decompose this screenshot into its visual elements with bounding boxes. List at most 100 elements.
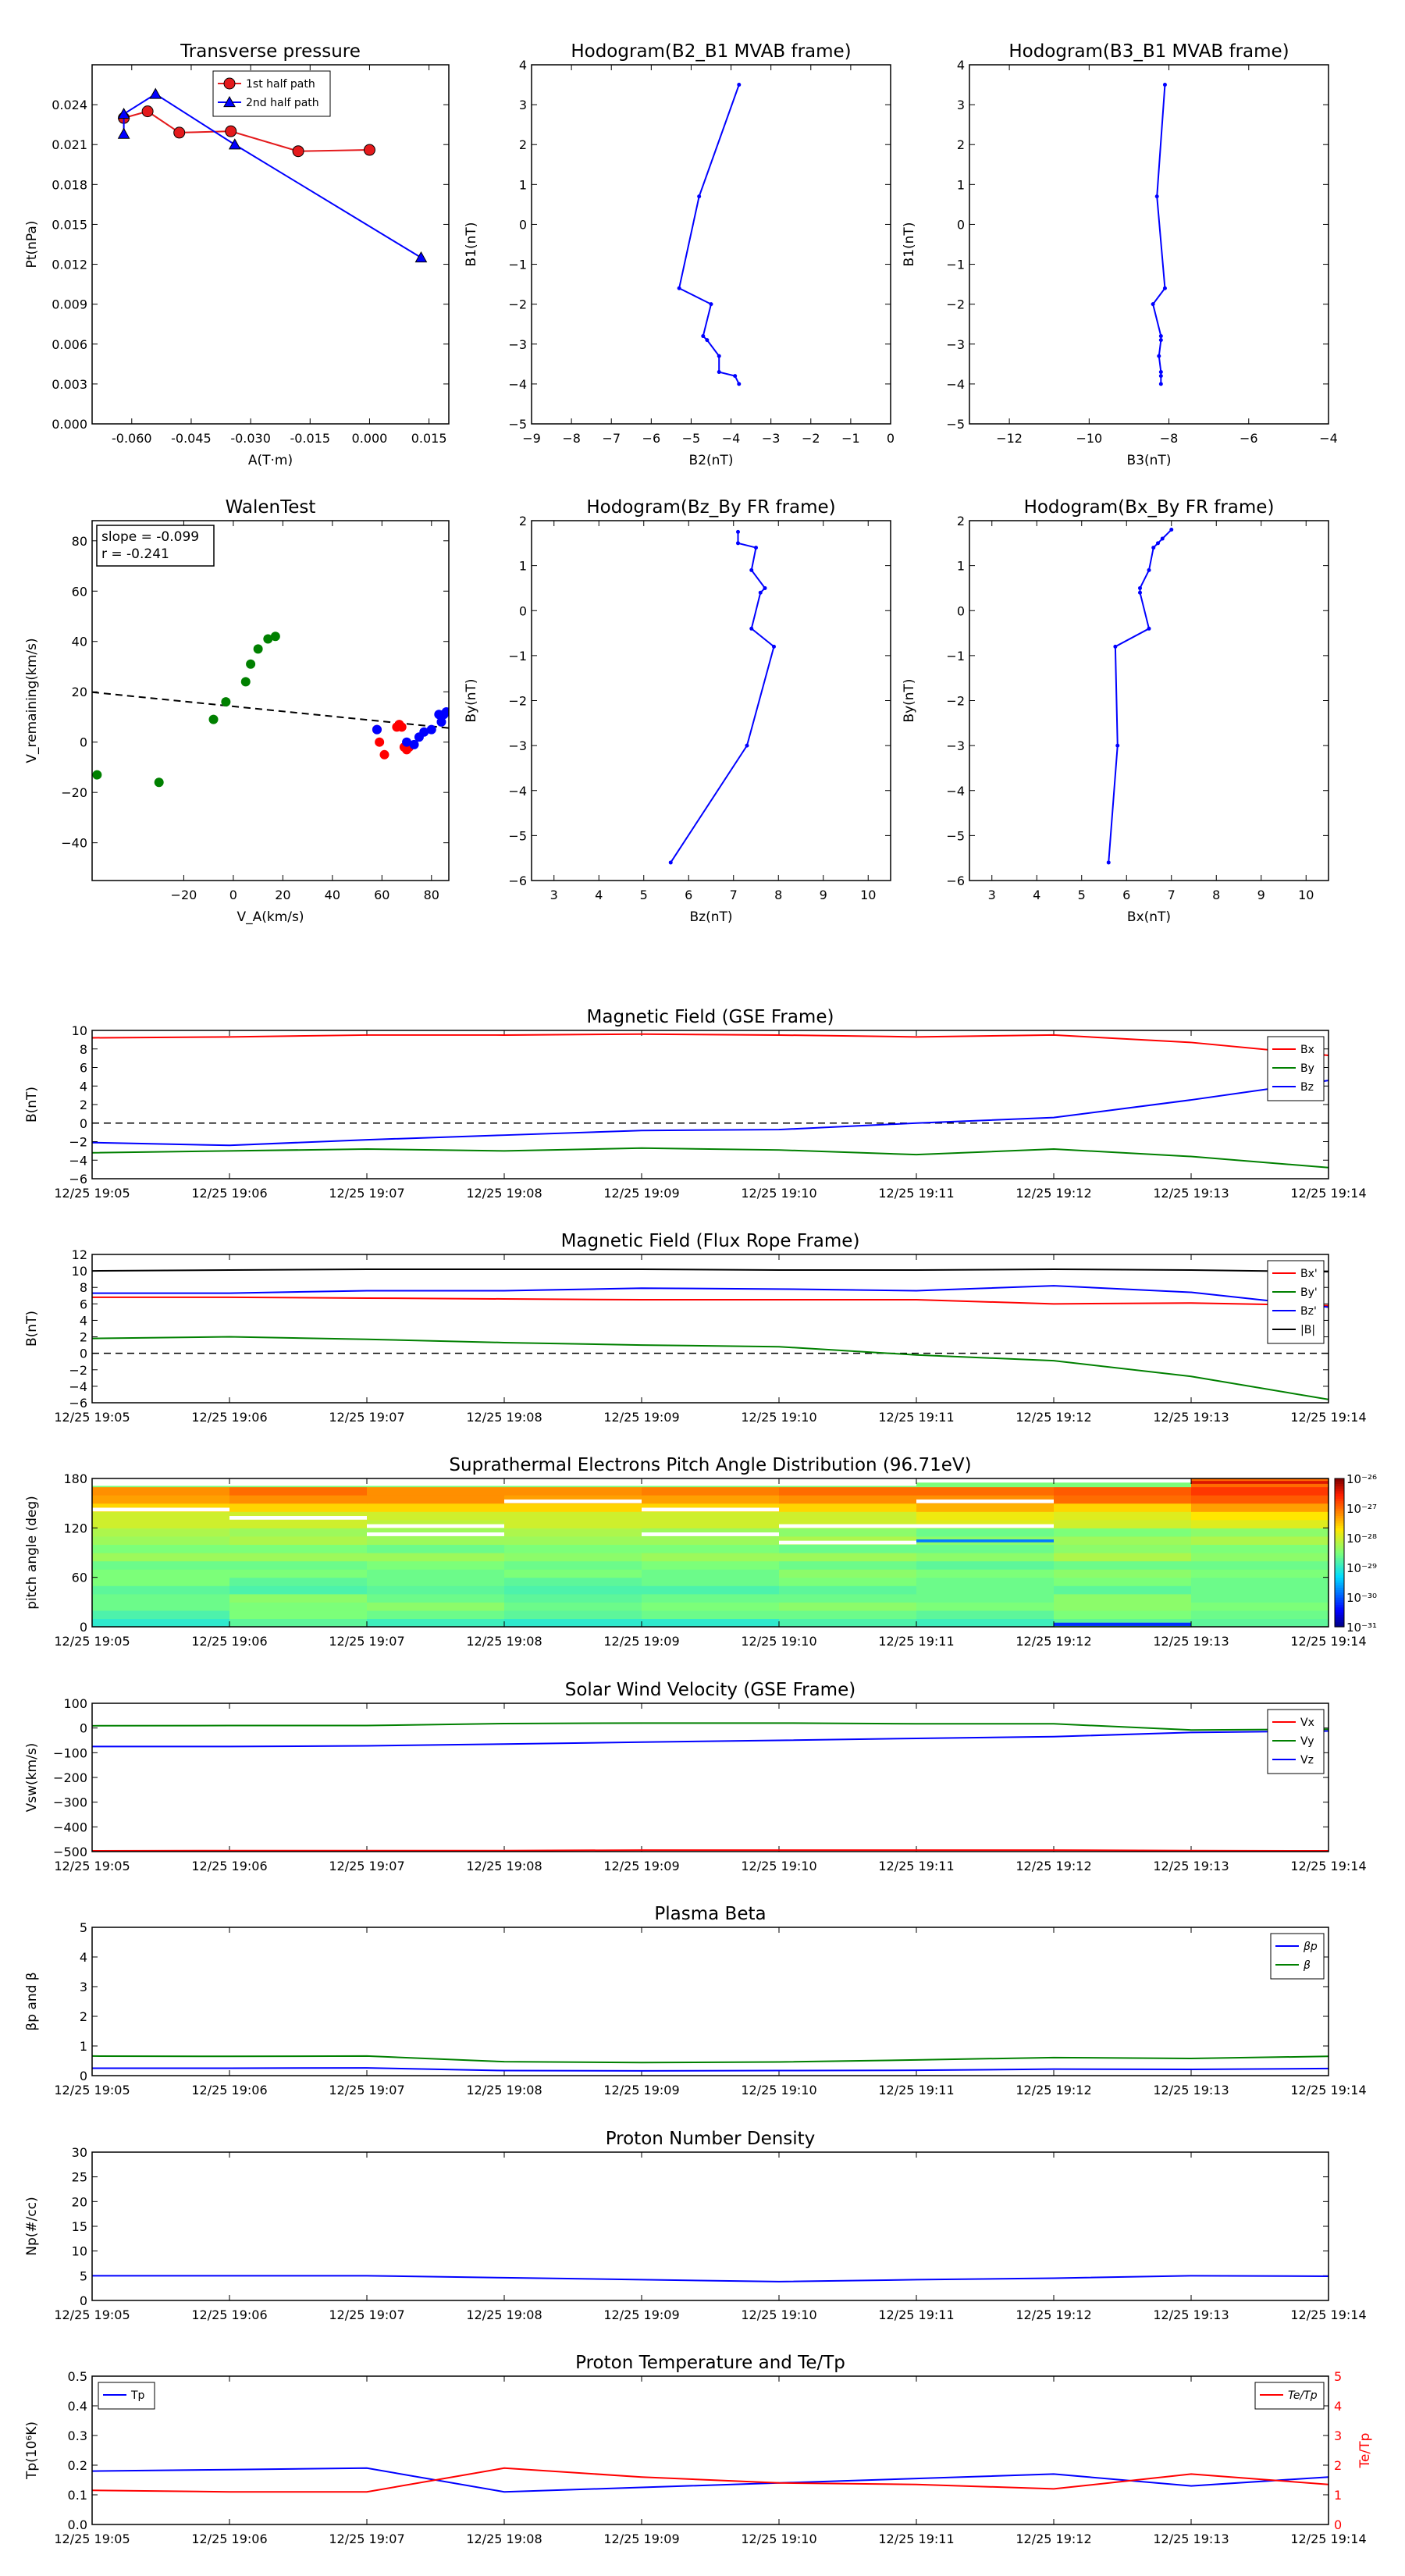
plot-frame bbox=[531, 64, 891, 425]
series-data bbox=[1106, 528, 1174, 865]
x-tick-label: 12/25 19:10 bbox=[741, 1634, 816, 1649]
heatmap-cell bbox=[1054, 1511, 1192, 1521]
y-tick-label: 40 bbox=[72, 635, 87, 649]
data-point bbox=[240, 677, 251, 687]
data-point bbox=[1169, 528, 1174, 532]
y-tick-label: −200 bbox=[53, 1770, 87, 1785]
y-tick-label: 0 bbox=[80, 1620, 87, 1635]
heatmap-cell bbox=[916, 1486, 1055, 1496]
x-tick-label: 12/25 19:07 bbox=[329, 2083, 404, 2097]
y-tick-label: 2 bbox=[957, 514, 965, 528]
heatmap-cell bbox=[642, 1503, 780, 1512]
colorbar-cell bbox=[1335, 1545, 1344, 1549]
heatmap-cell bbox=[916, 1511, 1055, 1521]
heatmap-cell bbox=[916, 1593, 1055, 1603]
colorbar-tick-label: 10⁻³¹ bbox=[1346, 1621, 1377, 1635]
y-tick-label: −1 bbox=[946, 258, 965, 272]
heatmap-cell bbox=[229, 1618, 368, 1628]
data-point bbox=[763, 585, 767, 590]
plot-frame bbox=[91, 64, 450, 425]
heatmap-cell bbox=[1054, 1622, 1191, 1626]
chart-pad: Suprathermal Electrons Pitch Angle Distr… bbox=[24, 1455, 1377, 1649]
series-line-p bbox=[92, 2067, 1329, 2072]
heatmap-cell bbox=[367, 1544, 505, 1553]
chart-title: Hodogram(B3_B1 MVAB frame) bbox=[1008, 41, 1289, 62]
y-tick-label: 2 bbox=[957, 137, 965, 152]
x-axis-label: A(T·m) bbox=[248, 453, 293, 468]
chart-transverse-pressure: Transverse pressure -0.060 -0.045 -0.030 -0.… bbox=[24, 41, 450, 468]
heatmap-cell bbox=[1191, 1481, 1329, 1484]
fit-line bbox=[91, 691, 450, 729]
y-tick-label: −1 bbox=[508, 649, 527, 664]
x-axis-label: B2(nT) bbox=[689, 453, 734, 468]
x-tick-label: 12/25 19:14 bbox=[1290, 2532, 1366, 2546]
series-line-Tp bbox=[92, 2467, 1329, 2493]
x-tick-label: 12/25 19:06 bbox=[191, 2307, 267, 2322]
data-point bbox=[1160, 536, 1165, 541]
y-tick-label: 4 bbox=[80, 1079, 87, 1094]
heatmap-cell bbox=[229, 1610, 368, 1620]
heatmap-cell bbox=[1054, 1503, 1192, 1512]
x-tick-label: 0 bbox=[887, 431, 895, 446]
x-tick-label: −4 bbox=[722, 431, 741, 446]
y-tick-label: 2 bbox=[519, 137, 527, 152]
y-tick-label: −4 bbox=[69, 1153, 87, 1168]
heatmap-cell bbox=[367, 1535, 505, 1546]
heatmap-cell bbox=[367, 1569, 505, 1578]
x-tick-label: 12/25 19:12 bbox=[1016, 2083, 1091, 2097]
data-point bbox=[149, 87, 162, 99]
heatmap-cell bbox=[916, 1618, 1055, 1628]
chart-proton-density: Proton Number Density 12/25 19:05 12/25 19… bbox=[24, 2129, 1367, 2322]
x-tick-label: 12/25 19:13 bbox=[1153, 1410, 1229, 1425]
plot-area bbox=[92, 1268, 1329, 1400]
heatmap-cell bbox=[92, 1511, 230, 1521]
y-axis-label: pitch angle (deg) bbox=[24, 1496, 40, 1610]
x-tick-label: 12/25 19:05 bbox=[54, 2083, 130, 2097]
y-tick-label: 30 bbox=[72, 2145, 87, 2160]
data-point bbox=[1158, 338, 1163, 343]
x-tick-label: 12/25 19:10 bbox=[741, 1859, 816, 1873]
y-tick-label: −300 bbox=[53, 1795, 87, 1810]
heatmap-cell bbox=[916, 1495, 1055, 1504]
y-tick-label: −3 bbox=[508, 738, 527, 753]
data-point bbox=[1138, 585, 1142, 590]
heatmap-cell bbox=[642, 1569, 780, 1578]
x-tick-label: 40 bbox=[325, 888, 340, 902]
data-point bbox=[1106, 860, 1111, 865]
data-point bbox=[745, 743, 749, 748]
x-tick-label: 12/25 19:06 bbox=[191, 2532, 267, 2546]
heatmap-cell bbox=[1054, 1519, 1192, 1528]
colorbar-cell bbox=[1335, 1587, 1344, 1591]
chart-title: Plasma Beta bbox=[654, 1904, 766, 1924]
heatmap-cell bbox=[92, 1486, 230, 1496]
heatmap-cell bbox=[1054, 1602, 1192, 1611]
data-point bbox=[1147, 568, 1151, 572]
heatmap-cell bbox=[642, 1553, 780, 1562]
heatmap-cell bbox=[504, 1585, 642, 1595]
y-tick-label: 1 bbox=[957, 559, 965, 574]
legend-label: Bx bbox=[1300, 1044, 1314, 1056]
y-tick-label: 0 bbox=[80, 2069, 87, 2083]
colorbar-cell bbox=[1335, 1500, 1344, 1504]
chart-hodogram-b3-b1: Hodogram(B3_B1 MVAB frame)−12 −10 −8 −6 −4−5… bbox=[902, 41, 1338, 468]
heatmap-cell bbox=[1191, 1610, 1329, 1620]
y-tick-label: 0.2 bbox=[68, 2458, 87, 2473]
x-tick-label: 12/25 19:06 bbox=[191, 1186, 267, 1201]
y-tick-label: 0.1 bbox=[68, 2488, 87, 2503]
chart-title: Transverse pressure bbox=[180, 41, 361, 62]
y-tick-label: 0.000 bbox=[52, 417, 87, 432]
heatmap-cell bbox=[1191, 1618, 1329, 1628]
legend-label: Vy bbox=[1300, 1735, 1314, 1748]
y-tick-label: 4 bbox=[519, 58, 527, 73]
x-tick-label: −20 bbox=[171, 888, 197, 902]
x-tick-label: −8 bbox=[562, 431, 581, 446]
y-tick-label: 0 bbox=[957, 603, 965, 618]
colorbar-cell bbox=[1335, 1624, 1344, 1628]
data-point bbox=[1151, 546, 1156, 550]
y-tick-label: −2 bbox=[508, 297, 527, 312]
chart-title: Magnetic Field (GSE Frame) bbox=[587, 1007, 834, 1027]
y-tick-label: 0 bbox=[957, 217, 965, 232]
data-point bbox=[754, 546, 758, 550]
heatmap-cell bbox=[779, 1503, 917, 1512]
heatmap-cell bbox=[642, 1511, 780, 1521]
